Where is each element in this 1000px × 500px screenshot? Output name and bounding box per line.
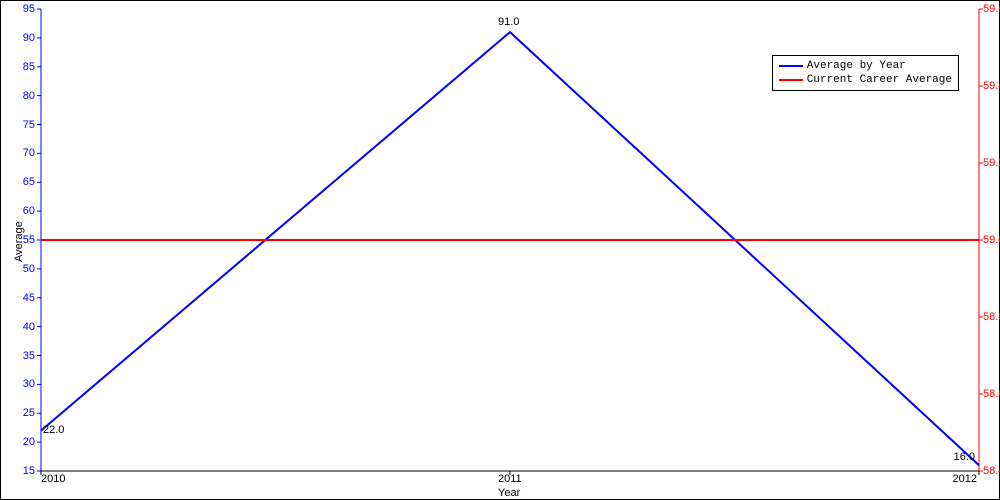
legend-item: Average by Year	[779, 59, 952, 73]
y-left-tick: 70	[23, 147, 35, 159]
y-left-tick: 65	[23, 176, 35, 188]
data-point-label: 91.0	[498, 16, 519, 28]
legend-swatch	[779, 65, 803, 67]
x-axis-label: Year	[498, 487, 520, 499]
legend-label: Current Career Average	[807, 74, 952, 86]
y-right-tick: 59.2	[983, 157, 1000, 169]
legend-item: Current Career Average	[779, 73, 952, 87]
y-right-tick: 58.6	[983, 388, 1000, 400]
y-left-tick: 60	[23, 205, 35, 217]
y-left-tick: 90	[23, 32, 35, 44]
x-tick: 2011	[498, 473, 522, 485]
y-left-tick: 20	[23, 436, 35, 448]
x-tick: 2010	[41, 473, 65, 485]
y-right-tick: 59.6	[983, 3, 1000, 15]
y-left-tick: 30	[23, 378, 35, 390]
y-left-tick: 35	[23, 350, 35, 362]
y-left-tick: 45	[23, 292, 35, 304]
y-left-tick: 40	[23, 321, 35, 333]
legend-label: Average by Year	[807, 60, 906, 72]
y-right-tick: 59.0	[983, 234, 1000, 246]
series-line	[41, 32, 979, 465]
y-right-tick: 58.4	[983, 465, 1000, 477]
legend-swatch	[779, 79, 803, 81]
y-left-tick: 25	[23, 407, 35, 419]
y-axis-label: Average	[13, 221, 25, 262]
y-right-tick: 59.4	[983, 80, 1000, 92]
y-right-tick: 58.8	[983, 311, 1000, 323]
y-left-tick: 15	[23, 465, 35, 477]
data-point-label: 16.0	[954, 451, 975, 463]
x-tick: 2012	[953, 473, 977, 485]
y-left-tick: 80	[23, 90, 35, 102]
y-left-tick: 50	[23, 263, 35, 275]
legend: Average by Year Current Career Average	[772, 55, 959, 91]
y-left-tick: 75	[23, 119, 35, 131]
chart-container: 1520253035404550556065707580859095 58.45…	[0, 0, 1000, 500]
y-left-tick: 85	[23, 61, 35, 73]
data-point-label: 22.0	[43, 424, 64, 436]
y-left-tick: 95	[23, 3, 35, 15]
